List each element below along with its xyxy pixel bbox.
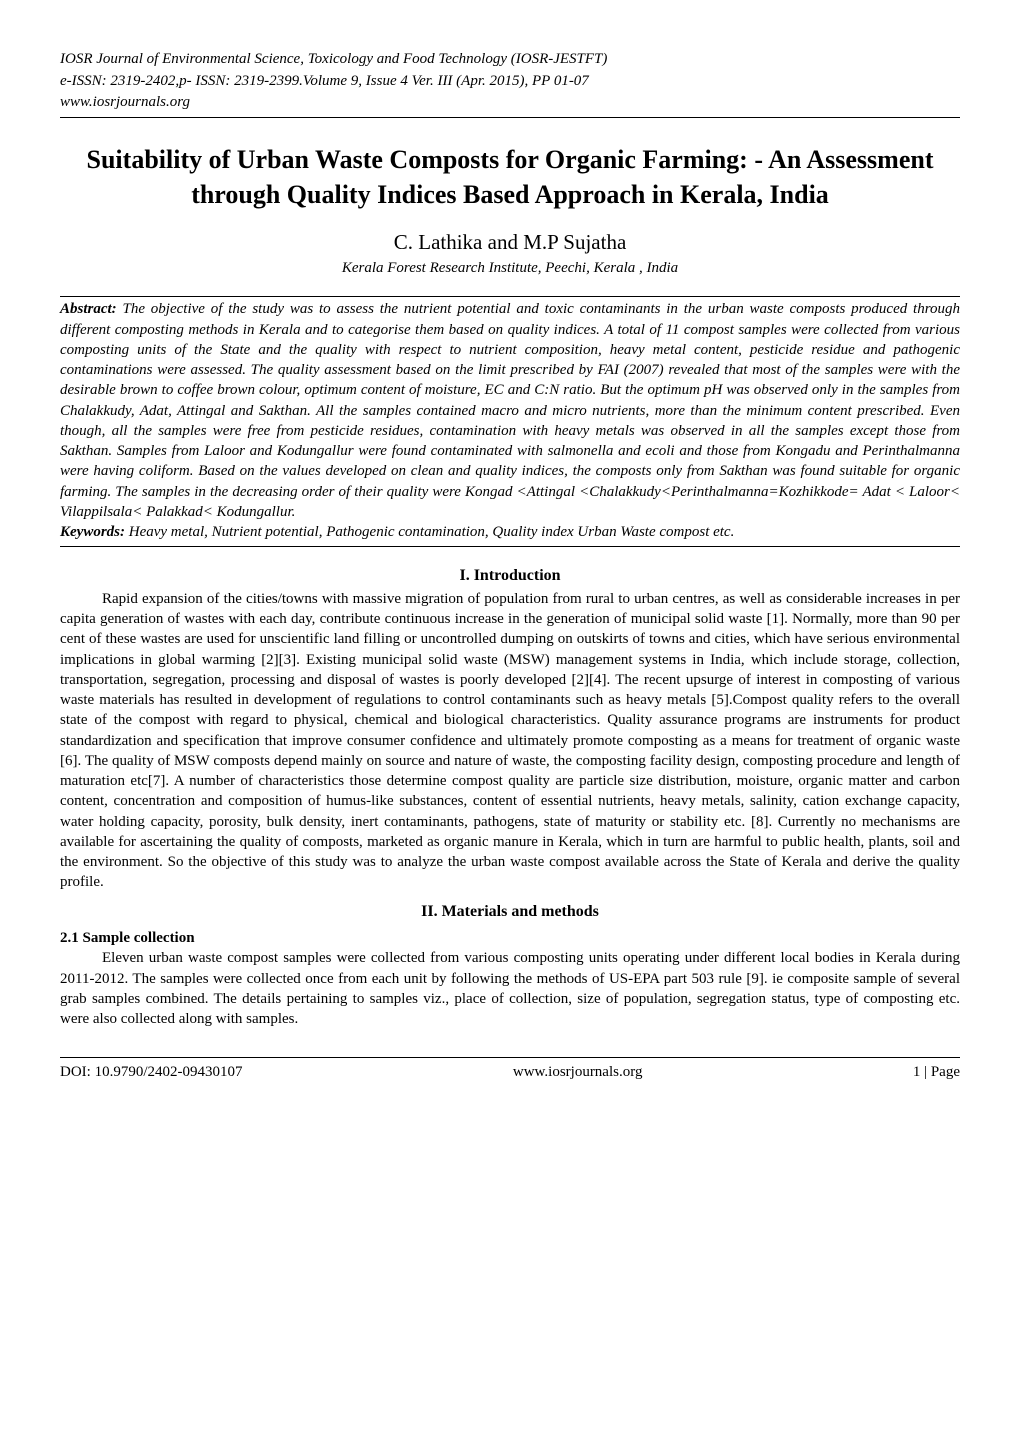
abstract-block: Abstract: The objective of the study was… [60,299,960,522]
section-2-heading: II. Materials and methods [60,901,960,923]
authors: C. Lathika and M.P Sujatha [60,228,960,256]
keywords-label: Keywords: [60,524,125,540]
footer-divider [60,1057,960,1058]
section-1-body: Rapid expansion of the cities/towns with… [60,589,960,893]
footer-page: 1 | Page [913,1062,960,1082]
journal-issn: e-ISSN: 2319-2402,p- ISSN: 2319-2399.Vol… [60,72,960,92]
abstract-label: Abstract: [60,301,117,317]
abstract-rule-top [60,296,960,297]
journal-url: www.iosrjournals.org [60,93,960,113]
keywords-text: Heavy metal, Nutrient potential, Pathoge… [125,524,734,540]
section-2-body: Eleven urban waste compost samples were … [60,948,960,1029]
keywords-block: Keywords: Heavy metal, Nutrient potentia… [60,522,960,542]
paper-title: Suitability of Urban Waste Composts for … [60,142,960,212]
section-2-subhead: 2.1 Sample collection [60,928,960,948]
abstract-rule-bottom [60,546,960,547]
footer-doi: DOI: 10.9790/2402-09430107 [60,1062,243,1082]
page-footer: DOI: 10.9790/2402-09430107 www.iosrjourn… [60,1062,960,1082]
header-divider [60,117,960,118]
section-1-heading: I. Introduction [60,565,960,587]
affiliation: Kerala Forest Research Institute, Peechi… [60,258,960,278]
journal-name: IOSR Journal of Environmental Science, T… [60,50,960,70]
footer-site: www.iosrjournals.org [513,1062,643,1082]
abstract-text: The objective of the study was to assess… [60,301,960,520]
